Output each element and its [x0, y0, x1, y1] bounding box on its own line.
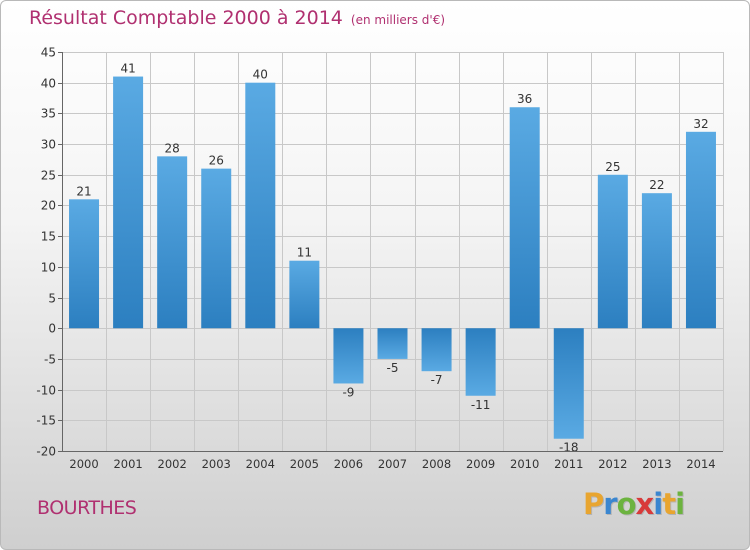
logo-letter: x	[635, 487, 655, 521]
commune-name: BOURTHES	[37, 497, 137, 519]
y-tick-label: -15	[36, 414, 56, 428]
x-tick-label: 2009	[466, 457, 495, 471]
data-label: -18	[559, 441, 579, 455]
data-label: 26	[209, 154, 224, 168]
x-tick-label: 2002	[158, 457, 187, 471]
bar	[465, 328, 496, 396]
chart-title: Résultat Comptable 2000 à 2014 (en millie…	[29, 7, 445, 29]
x-tick-label: 2011	[554, 457, 583, 471]
logo-letter: i	[653, 487, 663, 521]
y-tick-label: -5	[44, 353, 56, 367]
bar	[289, 260, 320, 329]
chart-title-text: Résultat Comptable 2000 à 2014	[29, 7, 343, 29]
y-tick-label: 20	[41, 199, 56, 213]
y-tick-label: 0	[48, 322, 56, 336]
data-label: -11	[471, 398, 491, 412]
bar	[641, 193, 672, 329]
x-tick-label: 2005	[290, 457, 319, 471]
x-tick-label: 2004	[246, 457, 275, 471]
y-tick-label: 10	[41, 261, 56, 275]
proxiti-logo[interactable]: Proxiti	[583, 487, 685, 521]
data-label: -7	[431, 373, 443, 387]
bar	[69, 199, 100, 329]
data-label: 21	[76, 184, 91, 198]
data-label: 36	[517, 92, 532, 106]
bar	[333, 328, 364, 384]
data-label: 41	[120, 62, 135, 76]
bar	[157, 156, 188, 329]
logo-letter: i	[675, 487, 685, 521]
bar	[421, 328, 452, 372]
data-label: 28	[165, 141, 180, 155]
data-label: 32	[693, 117, 708, 131]
data-label: 22	[649, 178, 664, 192]
axis-layer: -20 -15 -10 -5 0 5 10 15 20 25 30 35 40 45 2000 2001 200…	[36, 46, 723, 471]
x-tick-label: 2010	[510, 457, 539, 471]
x-tick-label: 2008	[422, 457, 451, 471]
x-tick-label: 2000	[69, 457, 98, 471]
x-tick-label: 2012	[598, 457, 627, 471]
x-tick-label: 2013	[642, 457, 671, 471]
y-tick-label: 5	[48, 292, 56, 306]
y-tick-label: 15	[41, 230, 56, 244]
y-tick-label: -20	[36, 445, 56, 459]
data-label: -5	[387, 361, 399, 375]
bar	[553, 328, 584, 439]
bar	[685, 131, 716, 329]
y-tick-label: 30	[41, 138, 56, 152]
x-tick-label: 2014	[686, 457, 715, 471]
logo-letter: P	[583, 487, 604, 521]
bar	[201, 168, 232, 329]
data-label: 40	[253, 68, 268, 82]
label-layer: 21 41 28 26 40 11 -9 -5 -7 -11 36 -18 25 22 32	[76, 62, 708, 455]
x-tick-label: 2001	[113, 457, 142, 471]
y-tick-label: 25	[41, 169, 56, 183]
logo-letter: r	[603, 487, 617, 521]
y-tick-label: 45	[41, 46, 56, 60]
x-tick-label: 2007	[378, 457, 407, 471]
data-label: 25	[605, 160, 620, 174]
y-tick-label: 40	[41, 77, 56, 91]
bar	[509, 107, 540, 329]
y-tick-label: -10	[36, 384, 56, 398]
logo-letter: o	[616, 487, 637, 521]
bar	[597, 174, 628, 329]
chart-subtitle: (en milliers d'€)	[350, 13, 446, 27]
data-label: 11	[297, 246, 312, 260]
x-tick-label: 2006	[334, 457, 363, 471]
x-tick-label: 2003	[202, 457, 231, 471]
bar	[377, 328, 408, 359]
bar-layer	[69, 76, 716, 439]
data-label: -9	[342, 385, 354, 399]
logo-letter: t	[662, 487, 676, 521]
bar	[245, 82, 276, 329]
y-tick-label: 35	[41, 107, 56, 121]
bar	[113, 76, 144, 329]
